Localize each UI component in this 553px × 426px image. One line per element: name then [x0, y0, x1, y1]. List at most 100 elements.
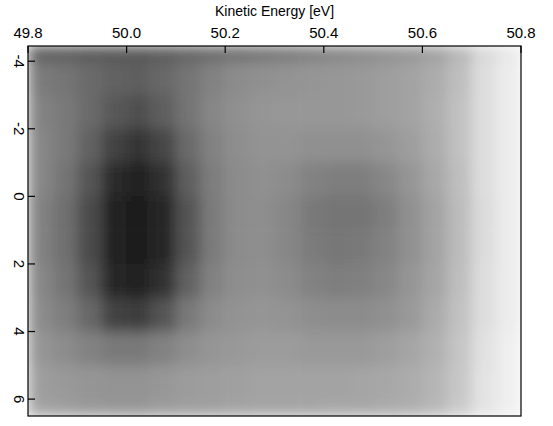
heatmap-cell — [348, 196, 373, 230]
heatmap-cell — [373, 61, 398, 95]
heatmap-cell — [127, 95, 152, 129]
heatmap-cell — [102, 230, 127, 264]
heatmap-cell — [422, 95, 447, 129]
heatmap-cell — [373, 95, 398, 129]
heatmap-cells — [28, 46, 521, 416]
heatmap-cell — [275, 230, 300, 264]
heatmap-cell — [102, 163, 127, 197]
heatmap-cell — [176, 399, 201, 416]
heatmap-cell — [299, 365, 324, 399]
heatmap-cell — [447, 332, 472, 366]
heatmap-cell — [447, 196, 472, 230]
heatmap-cell — [201, 365, 226, 399]
heatmap-cell — [28, 332, 53, 366]
heatmap-cell — [324, 365, 349, 399]
heatmap-cell — [151, 365, 176, 399]
heatmap-cell — [77, 129, 102, 163]
x-tick — [323, 46, 324, 53]
heatmap-cell — [348, 332, 373, 366]
y-tick — [28, 331, 35, 332]
heatmap-cell — [447, 298, 472, 332]
heatmap-cell — [28, 46, 53, 62]
heatmap-cell — [348, 230, 373, 264]
heatmap-cell — [373, 196, 398, 230]
heatmap-cell — [422, 365, 447, 399]
heatmap-cell — [398, 399, 423, 416]
heatmap-cell — [496, 264, 521, 298]
heatmap-cell — [299, 61, 324, 95]
heatmap-cell — [102, 46, 127, 62]
heatmap-cell — [422, 61, 447, 95]
heatmap-cell — [373, 264, 398, 298]
heatmap-cell — [299, 399, 324, 416]
heatmap-cell — [201, 264, 226, 298]
heatmap-cell — [422, 332, 447, 366]
heatmap-cell — [151, 332, 176, 366]
heatmap-cell — [250, 264, 275, 298]
heatmap-cell — [127, 298, 152, 332]
heatmap-cell — [201, 46, 226, 62]
heatmap-cell — [151, 399, 176, 416]
heatmap-cell — [77, 61, 102, 95]
heatmap-cell — [176, 163, 201, 197]
heatmap-cell — [422, 129, 447, 163]
heatmap-cell — [28, 129, 53, 163]
heatmap-cell — [201, 95, 226, 129]
heatmap-cell — [28, 365, 53, 399]
heatmap-cell — [77, 264, 102, 298]
heatmap-cell — [151, 163, 176, 197]
y-tick-label: 4 — [11, 327, 28, 335]
heatmap-cell — [102, 95, 127, 129]
heatmap-cell — [225, 298, 250, 332]
heatmap-cell — [102, 264, 127, 298]
heatmap-cell — [201, 298, 226, 332]
heatmap-cell — [324, 61, 349, 95]
heatmap-cell — [250, 46, 275, 62]
heatmap-cell — [472, 61, 497, 95]
y-tick — [28, 399, 35, 400]
heatmap-cell — [225, 46, 250, 62]
heatmap-cell — [127, 230, 152, 264]
heatmap-cell — [201, 230, 226, 264]
heatmap-cell — [127, 365, 152, 399]
heatmap-cell — [348, 129, 373, 163]
heatmap-cell — [250, 230, 275, 264]
heatmap-cell — [127, 163, 152, 197]
heatmap-cell — [225, 163, 250, 197]
heatmap-cell — [324, 399, 349, 416]
heatmap-cell — [324, 196, 349, 230]
heatmap-cell — [225, 95, 250, 129]
heatmap-cell — [250, 61, 275, 95]
heatmap-cell — [250, 163, 275, 197]
heatmap-cell — [447, 264, 472, 298]
heatmap-cell — [275, 264, 300, 298]
heatmap-cell — [398, 230, 423, 264]
heatmap-cell — [398, 264, 423, 298]
heatmap-cell — [53, 163, 78, 197]
heatmap-cell — [496, 332, 521, 366]
heatmap-cell — [299, 230, 324, 264]
heatmap-cell — [472, 95, 497, 129]
x-tick-label: 50.0 — [112, 24, 141, 41]
heatmap-cell — [373, 46, 398, 62]
heatmap-cell — [102, 298, 127, 332]
y-tick — [28, 128, 35, 129]
heatmap-cell — [250, 196, 275, 230]
heatmap-cell — [176, 196, 201, 230]
heatmap-cell — [496, 129, 521, 163]
heatmap-cell — [299, 332, 324, 366]
x-tick — [520, 46, 521, 53]
heatmap-cell — [472, 298, 497, 332]
heatmap-cell — [151, 264, 176, 298]
heatmap-cell — [201, 399, 226, 416]
heatmap-cell — [102, 61, 127, 95]
heatmap-cell — [324, 129, 349, 163]
heatmap-cell — [324, 95, 349, 129]
heatmap-cell — [447, 365, 472, 399]
x-tick — [225, 46, 226, 53]
heatmap-cell — [225, 61, 250, 95]
chart: 49.850.050.250.450.650.8-4-20246Kinetic … — [0, 0, 553, 426]
heatmap-cell — [53, 399, 78, 416]
heatmap-cell — [176, 298, 201, 332]
heatmap-cell — [176, 95, 201, 129]
